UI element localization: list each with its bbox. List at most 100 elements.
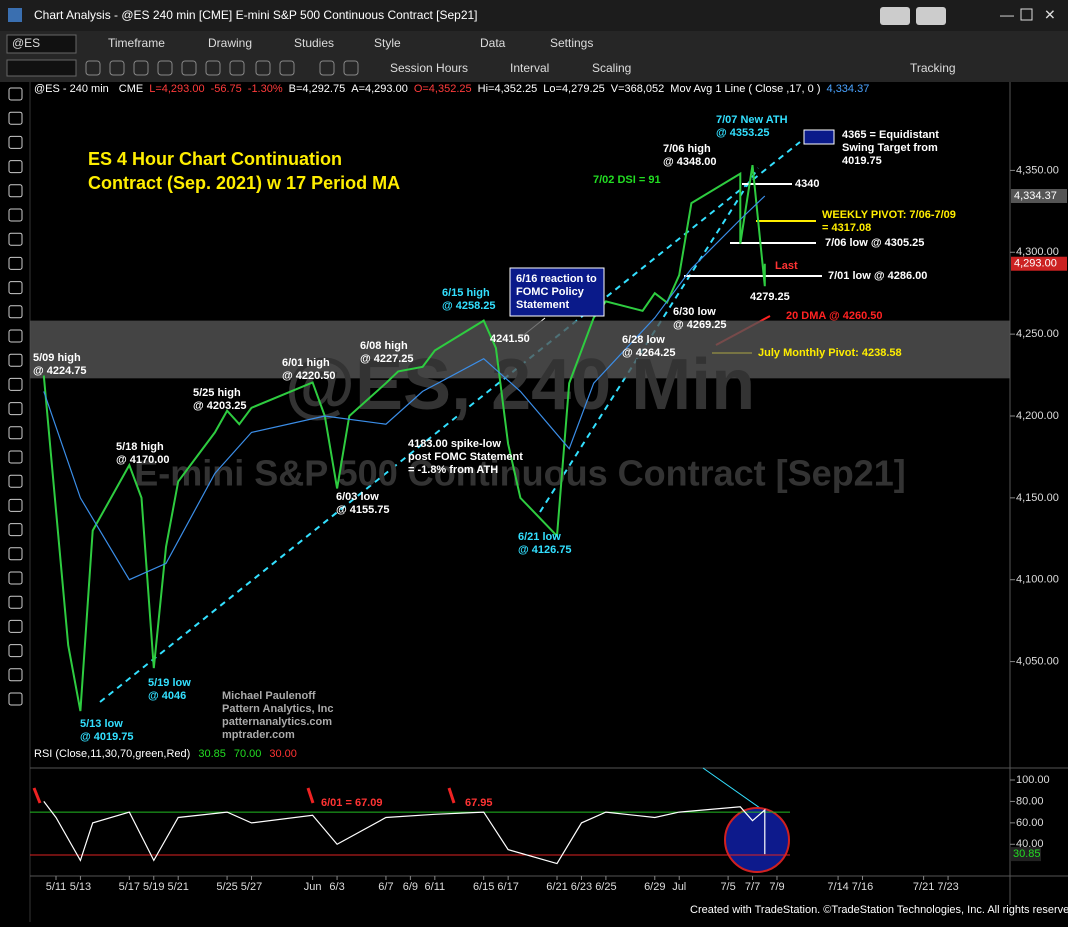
tool-icon[interactable] [205,60,221,76]
annotation: @ 4264.25 [622,347,676,359]
tool-icon[interactable] [181,60,197,76]
annotation: post FOMC Statement [408,451,523,463]
menu-item[interactable]: Data [480,36,506,50]
tool-icon[interactable] [8,208,23,222]
menu-item[interactable]: Session Hours [390,61,468,75]
x-tick-label: 7/9 [769,881,784,893]
tool-icon[interactable] [133,60,149,76]
window-title: Chart Analysis - @ES 240 min [CME] E-min… [34,8,478,22]
annotation: July Monthly Pivot: 4238.58 [758,347,902,359]
interval-box[interactable] [6,59,77,77]
x-tick-label: 5/17 [119,881,140,893]
status-item: -1.30% [248,83,283,95]
status-item: @ES - 240 min [34,83,109,95]
tool-icon[interactable] [8,474,23,488]
annotation: @ 4220.50 [282,370,336,382]
menu-item[interactable]: Tracking [910,61,956,75]
annotation: @ 4353.25 [716,127,770,139]
tool-icon[interactable] [8,87,23,101]
tool-icon[interactable] [343,60,359,76]
close[interactable]: ✕ [1044,7,1056,23]
app-icon [8,8,22,22]
tool-icon[interactable] [157,60,173,76]
tool-icon[interactable] [8,377,23,391]
x-tick-label: 5/21 [167,881,188,893]
annotation: 6/08 high [360,340,408,352]
status-item: L=4,293.00 [149,83,204,95]
tool-icon[interactable] [8,184,23,198]
info-button[interactable] [916,7,946,25]
rsi-readout: 70.00 [234,748,262,760]
tool-icon[interactable] [229,60,245,76]
tool-icon[interactable] [8,135,23,149]
annotation: 4019.75 [842,155,882,167]
tool-icon[interactable] [8,256,23,270]
menu-item[interactable]: Style [374,36,401,50]
tool-icon[interactable] [319,60,335,76]
tool-icon[interactable] [255,60,271,76]
tool-icon[interactable] [8,498,23,512]
menu-item[interactable]: Settings [550,36,593,50]
tool-icon[interactable] [8,595,23,609]
menu-item[interactable]: Interval [510,61,549,75]
tool-icon[interactable] [279,60,295,76]
menu-item[interactable]: Studies [294,36,334,50]
tool-icon[interactable] [8,571,23,585]
annotation: 5/09 high [33,352,81,364]
watermark: @ES, 240 Min [285,345,755,425]
minimize[interactable]: — [1000,7,1014,23]
annotation: 5/25 high [193,387,241,399]
tool-icon[interactable] [8,160,23,174]
tool-icon[interactable] [8,329,23,343]
tool-icon[interactable] [8,692,23,706]
menu-item[interactable]: Scaling [592,61,631,75]
x-tick-label: 6/11 [425,881,446,893]
annotation: Swing Target from [842,142,938,154]
menu-item[interactable]: Timeframe [108,36,165,50]
y-tick-label: 4,150.00 [1016,492,1059,504]
tool-icon[interactable] [8,232,23,246]
annotation: @ 4170.00 [116,454,170,466]
x-tick-label: 6/9 [403,881,418,893]
tool-icon[interactable] [8,668,23,682]
menu-item[interactable]: Drawing [208,36,252,50]
tool-icon[interactable] [85,60,101,76]
chart-title: Contract (Sep. 2021) w 17 Period MA [88,173,400,193]
annotation: @ 4155.75 [336,504,390,516]
annotation: 4279.25 [750,291,790,303]
tool-icon[interactable] [8,619,23,633]
tool-icon[interactable] [8,644,23,658]
annotation: Last [775,260,798,272]
x-tick-label: Jun [304,881,322,893]
link-button[interactable] [880,7,910,25]
annotation: mptrader.com [222,729,295,741]
y-tick-label: 4,100.00 [1016,574,1059,586]
tool-icon[interactable] [8,426,23,440]
x-tick-label: 5/11 [46,881,67,893]
tool-icon[interactable] [8,353,23,367]
annotation: = -1.8% from ATH [408,464,498,476]
tool-icon[interactable] [8,281,23,295]
annotation: 6/15 high [442,287,490,299]
rsi-readout: 30.85 [198,748,226,760]
tool-icon[interactable] [8,450,23,464]
callout-box [509,267,605,317]
x-tick-label: 7/7 [745,881,760,893]
tool-icon[interactable] [8,305,23,319]
x-tick-label: Jul [672,881,686,893]
drawing-tools [8,87,23,706]
last-rsi-box [1011,847,1041,862]
annotation: 7/06 high [663,143,711,155]
tool-icon[interactable] [8,402,23,416]
tool-icon[interactable] [8,111,23,125]
tool-icon[interactable] [8,547,23,561]
annotation: WEEKLY PIVOT: 7/06-7/09 [822,209,956,221]
tool-icon[interactable] [109,60,125,76]
annotation: 6/01 high [282,357,330,369]
tool-icon[interactable] [8,523,23,537]
annotation: 6/03 low [336,491,379,503]
maximize[interactable] [1020,8,1033,21]
annotation: 5/13 low [80,718,123,730]
symbol-box[interactable] [6,34,77,54]
y-tick-label: 4,350.00 [1016,164,1059,176]
